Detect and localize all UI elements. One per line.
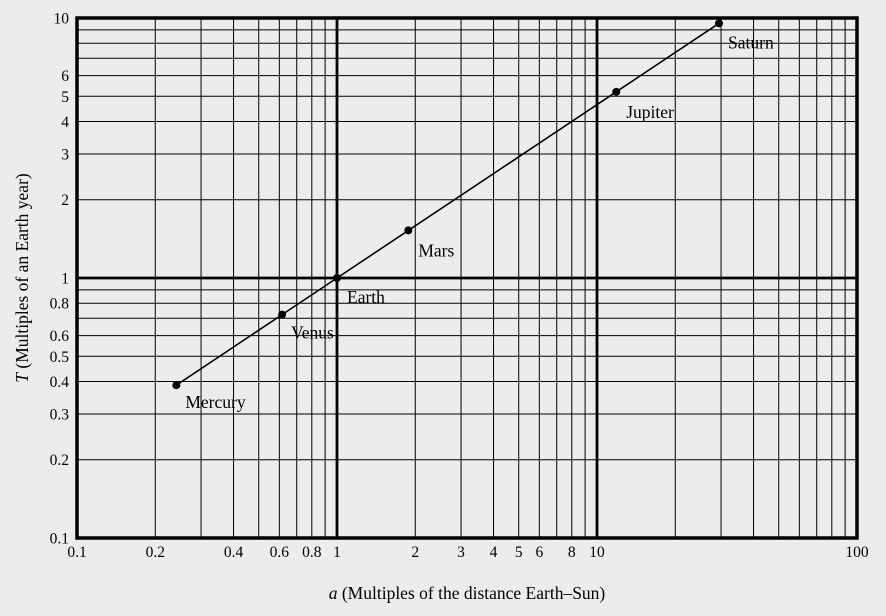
x-axis-variable: a [329, 583, 338, 603]
point-label-venus: Venus [291, 323, 334, 343]
y-tick-label-1: 1 [61, 271, 69, 288]
data-point-jupiter [612, 87, 621, 96]
x-tick-label-0.4: 0.4 [224, 544, 244, 561]
axes-frame [75, 16, 859, 540]
x-tick-label-6: 6 [535, 544, 543, 561]
x-tick-label-2: 2 [411, 544, 419, 561]
y-tick-label-0.4: 0.4 [50, 374, 70, 391]
point-labels: Mercury Venus Earth Mars Jupiter Saturn [185, 32, 774, 412]
point-label-jupiter: Jupiter [626, 102, 674, 122]
y-tick-label-10: 10 [54, 11, 70, 28]
y-tick-label-0.6: 0.6 [50, 328, 70, 345]
y-tick-label-0.5: 0.5 [50, 349, 70, 366]
point-label-saturn: Saturn [728, 32, 774, 52]
y-axis-title: T (Multiples of an Earth year) [12, 173, 32, 383]
y-tick-label-5: 5 [61, 89, 69, 106]
y-tick-label-0.8: 0.8 [50, 296, 70, 313]
point-label-mercury: Mercury [185, 392, 246, 412]
x-tick-label-0.1: 0.1 [67, 544, 86, 561]
x-tick-label-1: 1 [333, 544, 341, 561]
point-label-earth: Earth [347, 287, 385, 307]
x-tick-label-100: 100 [845, 544, 869, 561]
x-tick-label-0.6: 0.6 [270, 544, 290, 561]
kepler-relation-line [175, 22, 720, 386]
x-tick-label-5: 5 [515, 544, 523, 561]
y-tick-label-0.2: 0.2 [50, 452, 69, 469]
x-tick-label-4: 4 [490, 544, 498, 561]
y-tick-label-0.1: 0.1 [50, 531, 69, 548]
data-point-saturn [715, 19, 724, 28]
x-tick-label-3: 3 [457, 544, 465, 561]
tick-labels: 0.1 0.2 0.4 0.6 0.8 1 2 3 4 5 6 8 10 100106543210.80.… [50, 11, 869, 562]
x-tick-label-10: 10 [589, 544, 605, 561]
x-tick-label-0.2: 0.2 [146, 544, 165, 561]
data-point-earth [333, 274, 341, 282]
x-tick-label-0.8: 0.8 [302, 544, 322, 561]
data-point-venus [278, 310, 287, 319]
y-tick-label-4: 4 [61, 114, 69, 131]
x-tick-label-8: 8 [568, 544, 576, 561]
y-axis-title-text: (Multiples of an Earth year) [12, 173, 32, 373]
data-series [172, 19, 724, 390]
x-axis-title-text: (Multiples of the distance Earth–Sun) [337, 583, 605, 603]
y-tick-label-6: 6 [61, 68, 69, 85]
data-point-mars [404, 226, 413, 235]
y-tick-label-3: 3 [61, 146, 69, 163]
plot-border [75, 16, 859, 540]
y-tick-label-0.3: 0.3 [50, 406, 70, 423]
point-label-mars: Mars [418, 240, 454, 260]
y-tick-label-2: 2 [61, 192, 69, 209]
x-axis-title: a (Multiples of the distance Earth–Sun) [329, 583, 606, 603]
y-axis-variable: T [12, 372, 32, 383]
data-point-mercury [172, 381, 181, 390]
